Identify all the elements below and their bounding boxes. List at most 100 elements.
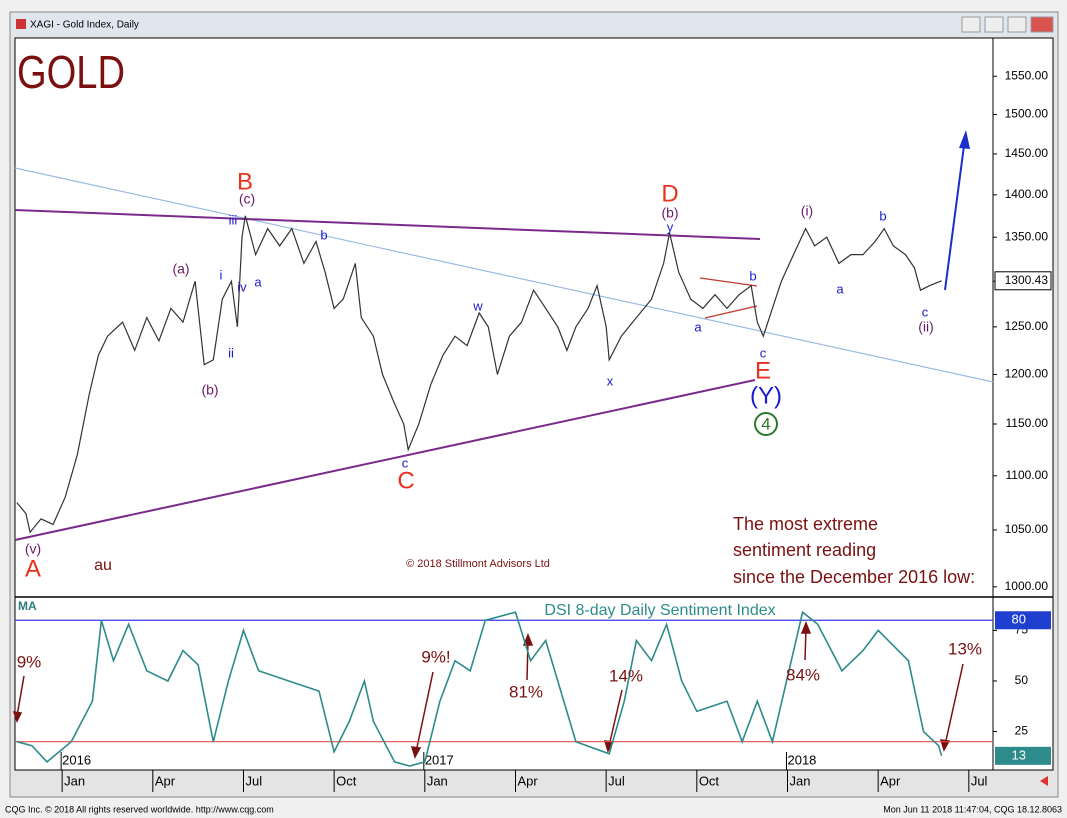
annotation: i bbox=[220, 267, 223, 282]
annotation: a bbox=[254, 274, 262, 289]
annotation: (c) bbox=[239, 191, 255, 207]
y-tick-label: 1000.00 bbox=[1005, 579, 1049, 593]
y-tick-label: 25 bbox=[1015, 724, 1029, 738]
sentiment-arrows bbox=[12, 620, 964, 759]
arrow-head bbox=[12, 711, 23, 723]
annotation: © 2018 Stillmont Advisors Ltd bbox=[406, 558, 550, 570]
x-tick-label: Jan bbox=[789, 773, 810, 788]
y-tick-label: 1100.00 bbox=[1006, 468, 1049, 482]
arrow bbox=[16, 675, 25, 717]
window-title: XAGI - Gold Index, Daily bbox=[30, 20, 139, 31]
annotation: c bbox=[402, 455, 409, 470]
y-tick-label: 1450.00 bbox=[1005, 146, 1049, 160]
x-tick-label: Apr bbox=[517, 773, 538, 788]
annotation: y bbox=[667, 219, 674, 234]
annotation: x bbox=[607, 373, 614, 388]
x-tick-label: Jul bbox=[245, 773, 262, 788]
price-axis bbox=[992, 37, 1054, 771]
sentiment-label: 84% bbox=[786, 665, 820, 684]
trend-line bbox=[14, 209, 761, 240]
panel-title: DSI 8-day Daily Sentiment Index bbox=[544, 602, 775, 619]
arrow bbox=[415, 671, 434, 753]
footer-left: CQG Inc. © 2018 All rights reserved worl… bbox=[5, 804, 274, 814]
chart-title: GOLD bbox=[17, 46, 125, 98]
sentiment-label: 9%! bbox=[421, 647, 450, 666]
annotation: A bbox=[25, 555, 41, 582]
plot-border bbox=[14, 37, 994, 771]
annotation: since the December 2016 low: bbox=[733, 567, 975, 587]
annotation: au bbox=[94, 557, 112, 574]
annotation: ii bbox=[228, 345, 234, 360]
title-bar bbox=[11, 13, 1057, 35]
annotation: The most extreme bbox=[733, 514, 878, 534]
annotation: (Y) bbox=[750, 382, 782, 409]
y-tick-label: 1350.00 bbox=[1005, 229, 1049, 243]
arrow-head bbox=[959, 130, 970, 149]
last-value-box bbox=[995, 746, 1051, 765]
upper-level-box bbox=[995, 611, 1051, 630]
annotation: c bbox=[922, 304, 929, 319]
annotation: iii bbox=[229, 212, 238, 227]
data-line bbox=[16, 610, 943, 767]
y-tick-label: 1200.00 bbox=[1005, 367, 1049, 381]
x-tick-label: Apr bbox=[880, 773, 901, 788]
trend-line bbox=[704, 305, 758, 319]
arrow bbox=[608, 689, 623, 747]
year-tick-label: 2017 bbox=[425, 752, 454, 767]
footer-right: Mon Jun 11 2018 11:47:04, CQG 18.12.8063 bbox=[883, 804, 1062, 814]
arrow-head bbox=[522, 632, 534, 646]
arrow-head bbox=[800, 620, 812, 634]
arrow-head bbox=[410, 746, 422, 759]
x-tick-label: Oct bbox=[699, 773, 720, 788]
annotation: sentiment reading bbox=[733, 540, 876, 560]
trend-line bbox=[14, 379, 756, 541]
pin-button[interactable] bbox=[961, 16, 981, 33]
y-tick-label: 1250.00 bbox=[1005, 319, 1049, 333]
maximize-button[interactable] bbox=[1007, 16, 1027, 33]
close-button[interactable] bbox=[1030, 16, 1054, 33]
annotation: (ii) bbox=[918, 319, 934, 335]
x-tick-label: Oct bbox=[336, 773, 357, 788]
year-tick-label: 2018 bbox=[787, 752, 816, 767]
sentiment-label: 13% bbox=[948, 639, 982, 658]
annotation: C bbox=[397, 467, 414, 494]
x-tick-label: Apr bbox=[155, 773, 176, 788]
last-value-label: 13 bbox=[1012, 747, 1026, 762]
y-tick-label: 1500.00 bbox=[1005, 107, 1049, 121]
plot-area bbox=[15, 38, 993, 770]
annotation: iv bbox=[237, 279, 247, 294]
annotation: b bbox=[879, 208, 886, 223]
annotation: 4 bbox=[761, 414, 770, 433]
x-tick-label: Jul bbox=[971, 773, 988, 788]
scroll-arrow[interactable] bbox=[1040, 776, 1048, 786]
annotation: a bbox=[694, 319, 702, 334]
trend-line bbox=[14, 167, 994, 383]
annotation: (v) bbox=[25, 541, 41, 557]
annotation: w bbox=[472, 298, 483, 313]
last-price-label: 1300.43 bbox=[1005, 273, 1049, 287]
annotation: b bbox=[749, 268, 756, 283]
sentiment-label: 14% bbox=[609, 666, 643, 685]
x-tick-label: Jan bbox=[427, 773, 448, 788]
last-price-box bbox=[994, 271, 1052, 291]
annotation: (b) bbox=[661, 205, 678, 221]
wave-circle bbox=[754, 412, 778, 436]
x-tick-label: Jan bbox=[64, 773, 85, 788]
y-tick-label: 50 bbox=[1015, 673, 1029, 687]
annotation: (i) bbox=[801, 203, 813, 219]
minimize-button[interactable] bbox=[984, 16, 1004, 33]
arrow bbox=[944, 663, 964, 746]
annotation: (a) bbox=[172, 261, 189, 277]
app-icon bbox=[16, 19, 26, 29]
data-line bbox=[16, 215, 942, 534]
status-bar bbox=[0, 800, 1067, 818]
sentiment-label: 9% bbox=[17, 652, 42, 671]
upper-level-label: 80 bbox=[1012, 612, 1026, 627]
sentiment-label: 81% bbox=[509, 682, 543, 701]
arrow-head bbox=[939, 739, 951, 752]
annotation: (b) bbox=[201, 382, 218, 398]
annotation: b bbox=[320, 227, 327, 242]
y-tick-label: 1550.00 bbox=[1005, 68, 1049, 82]
